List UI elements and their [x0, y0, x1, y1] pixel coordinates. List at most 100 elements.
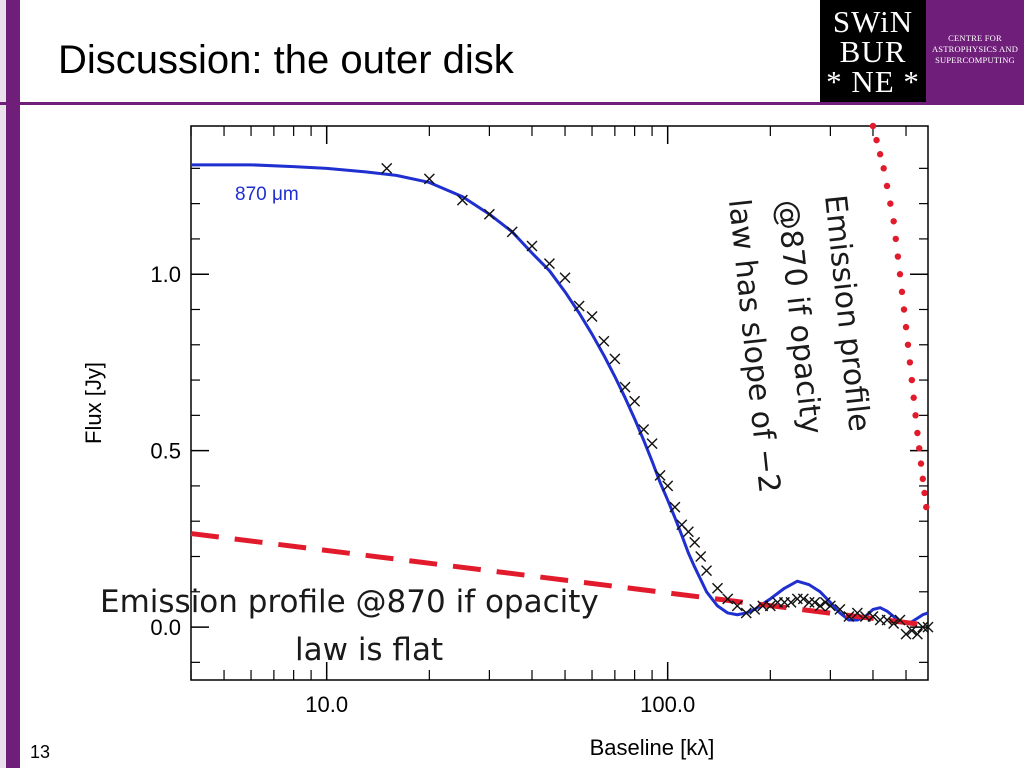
profile-dot [908, 376, 916, 384]
profile-dot [887, 200, 894, 207]
data-point [814, 600, 826, 612]
data-point [381, 162, 393, 174]
data-point [819, 596, 831, 608]
profile-dot [890, 218, 897, 225]
profile-dot [919, 475, 927, 483]
data-point [689, 536, 701, 548]
data-point [662, 480, 674, 492]
data-points [381, 162, 934, 640]
y-tick-label: 0.0 [150, 615, 181, 640]
profile-dot [916, 445, 923, 452]
data-point [797, 593, 809, 605]
data-point [722, 593, 734, 605]
data-point [619, 381, 631, 393]
data-point [894, 614, 906, 626]
centre-line-1: CENTRE FOR [948, 33, 1002, 43]
data-point [824, 600, 836, 612]
data-point [638, 423, 650, 435]
data-point [456, 194, 468, 206]
data-point [809, 596, 821, 608]
data-point [543, 258, 555, 270]
centre-name-panel: CENTRE FOR ASTROPHYSICS AND SUPERCOMPUTI… [926, 0, 1024, 102]
profile-dot [914, 429, 921, 437]
data-point [654, 469, 666, 481]
data-point [669, 501, 681, 513]
y-tick-label: 0.5 [150, 439, 181, 464]
slope-annotation-line-2: @870 if opacity [769, 198, 828, 436]
x-tick-label: 10.0 [305, 692, 348, 717]
data-point [559, 272, 571, 284]
profile-dot [869, 122, 877, 130]
slide-number: 13 [30, 742, 51, 762]
profile-dot [904, 341, 912, 348]
profile-dot [896, 271, 904, 278]
profile-dot [902, 323, 910, 331]
minor-ticks [190, 126, 928, 680]
profile-dot [923, 503, 930, 511]
centre-line-3: SUPERCOMPUTING [935, 55, 1015, 65]
figure-area [72, 112, 956, 768]
data-point [764, 600, 776, 612]
data-point [712, 582, 724, 594]
y-axis-label: Flux [Jy] [81, 362, 106, 444]
data-point [922, 621, 934, 633]
data-point [834, 603, 846, 615]
data-point [609, 353, 621, 365]
data-point [682, 526, 694, 538]
data-point [506, 226, 518, 238]
data-point [526, 240, 538, 252]
profile-dot [910, 394, 917, 401]
data-point [483, 208, 495, 220]
plot-frame [190, 125, 929, 681]
profile-dot [900, 306, 908, 313]
series-layer [190, 122, 934, 640]
data-point [906, 625, 918, 637]
slide-title: Discussion: the outer disk [58, 38, 514, 82]
profile-dot [912, 412, 919, 419]
profile-dot [892, 235, 899, 243]
data-point [867, 610, 879, 622]
slope-opacity-profile [869, 122, 930, 511]
data-point [598, 335, 610, 347]
x-axis-label: Baseline [kλ] [590, 735, 715, 760]
data-point [573, 300, 585, 312]
centre-line-2: ASTROPHYSICS AND [931, 44, 1019, 54]
data-point [851, 607, 863, 619]
data-point [701, 565, 713, 577]
data-point [803, 596, 815, 608]
profile-dot [873, 136, 880, 144]
profile-dot [917, 460, 925, 467]
logo-line-1: SWiN [832, 4, 914, 39]
profile-dot [883, 182, 891, 190]
data-point [646, 438, 658, 450]
data-point [881, 614, 893, 626]
data-point [629, 395, 641, 407]
data-point [695, 551, 707, 562]
data-point [731, 600, 743, 612]
left-accent-strip [0, 0, 6, 768]
left-accent-bar [6, 0, 20, 768]
data-point [843, 610, 855, 622]
logo-line-2: BUR [839, 34, 907, 69]
tick-labels: 10.0 100.0 0.0 0.5 1.0 [150, 262, 695, 717]
data-point [785, 596, 797, 608]
flat-opacity-profile [190, 531, 929, 628]
swinburne-logo: SWiN BUR * NE * [820, 0, 926, 102]
profile-dot [876, 151, 884, 158]
y-tick-label: 1.0 [150, 262, 181, 287]
flat-annotation-line-1: Emission profile @870 if opacity [100, 584, 599, 620]
series-label-870: 870 μm [235, 184, 299, 205]
data-point [917, 621, 929, 633]
logo-line-3: * NE * [826, 64, 920, 99]
data-point [888, 618, 900, 630]
data-point [749, 603, 761, 615]
profile-dot [921, 489, 928, 497]
model-curve-870um [191, 163, 929, 626]
profile-dot [898, 288, 906, 296]
profile-dot [906, 359, 914, 366]
title-divider [0, 102, 1024, 105]
data-point [911, 628, 923, 640]
data-point [740, 607, 752, 619]
profile-dot [894, 253, 902, 260]
